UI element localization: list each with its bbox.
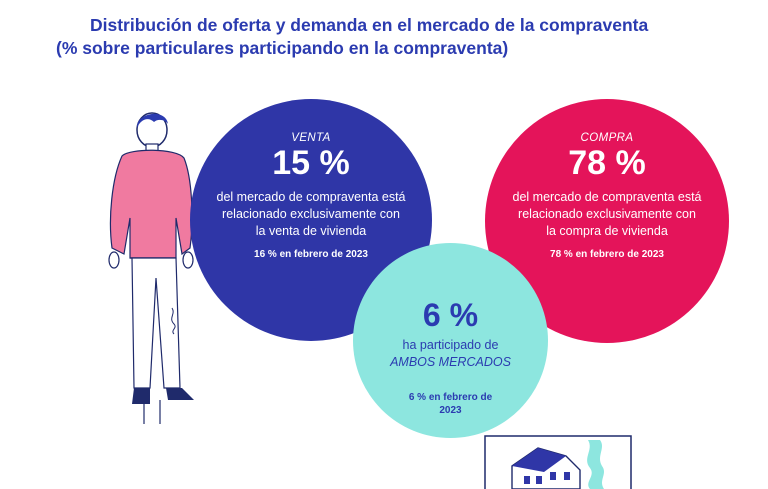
chart-title: Distribución de oferta y demanda en el m… bbox=[56, 14, 648, 60]
ambos-description-emph: AMBOS MERCADOS bbox=[390, 355, 511, 369]
ambos-percentage: 6 % bbox=[422, 297, 479, 333]
ambos-description-prefix: ha participado de bbox=[402, 338, 499, 352]
venta-circle: VENTA 15 % del mercado de compraventa es… bbox=[190, 99, 432, 341]
venta-label: VENTA bbox=[291, 132, 331, 144]
compra-label: COMPRA bbox=[580, 132, 634, 144]
title-line-1: Distribución de oferta y demanda en el m… bbox=[90, 15, 649, 35]
compra-description: del mercado de compraventa está relacion… bbox=[512, 190, 702, 238]
ambos-circle: 6 % ha participado de AMBOS MERCADOS 6 %… bbox=[353, 243, 548, 438]
compra-previous: 78 % en febrero de 2023 bbox=[550, 249, 664, 260]
title-line-2: (% sobre particulares participando en la… bbox=[56, 38, 509, 58]
venta-previous: 16 % en febrero de 2023 bbox=[254, 249, 368, 260]
person-illustration-icon bbox=[108, 112, 194, 424]
ambos-previous: 6 % en febrero de 2023 bbox=[408, 392, 493, 416]
ambos-description: ha participado de AMBOS MERCADOS bbox=[376, 337, 526, 371]
venta-percentage: 15 % bbox=[272, 144, 350, 182]
compra-percentage: 78 % bbox=[568, 144, 646, 182]
venta-description: del mercado de compraventa está relacion… bbox=[216, 190, 406, 238]
house-illustration-icon bbox=[484, 435, 632, 489]
